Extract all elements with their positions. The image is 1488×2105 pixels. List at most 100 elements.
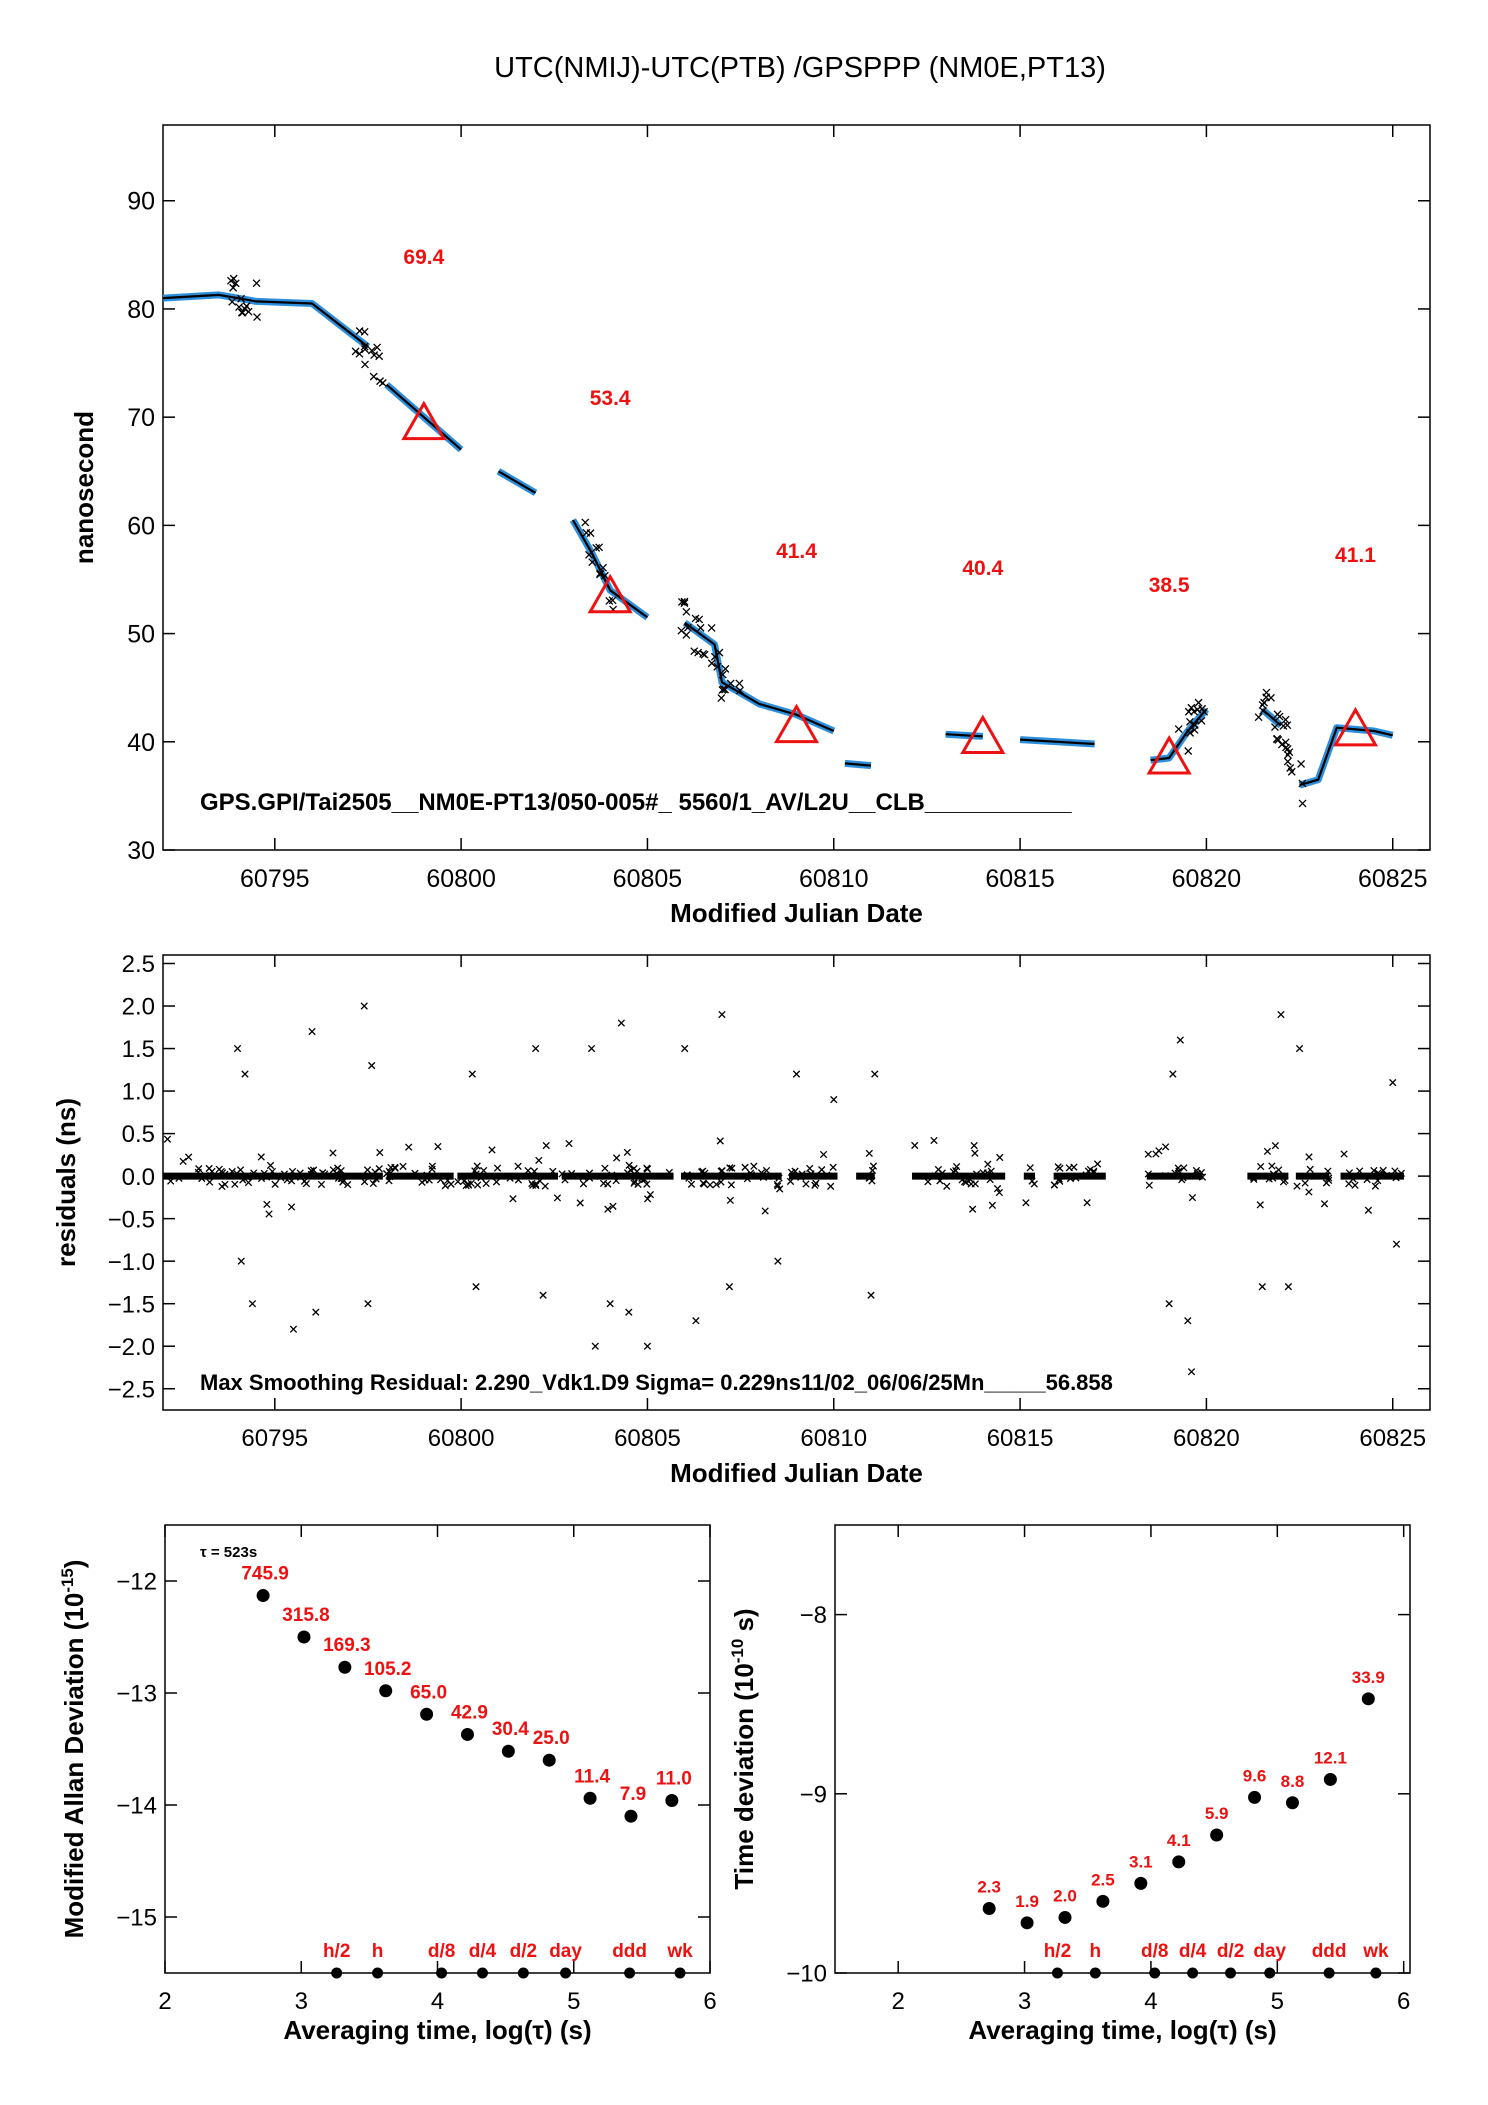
y-tick-label: −0.5 [108, 1206, 155, 1233]
point-value-label: 65.0 [410, 1682, 447, 1703]
marker-triangle [1146, 734, 1192, 775]
residual-point [596, 1172, 604, 1181]
residual-point [524, 1166, 532, 1175]
residual-outlier [774, 1257, 782, 1265]
data-point [1200, 707, 1209, 716]
time-mark-label: d/2 [510, 1941, 537, 1962]
residual-point [759, 1173, 768, 1181]
data-point [707, 623, 716, 632]
residual-point [683, 1171, 691, 1179]
scatter-points [227, 274, 1307, 808]
residual-outlier [248, 1300, 257, 1308]
residual-point [930, 1136, 938, 1145]
residual-point [993, 1184, 1002, 1193]
data-point [361, 360, 369, 369]
marker-triangle [1332, 706, 1379, 747]
x-tick-label: 60810 [799, 865, 869, 893]
residual-outlier [681, 1044, 689, 1053]
residual-outlier [587, 1044, 596, 1053]
residual-point [962, 1178, 970, 1187]
residual-point [1179, 1174, 1187, 1182]
residual-point [271, 1180, 279, 1188]
residual-point [1374, 1169, 1382, 1177]
residual-point [968, 1205, 977, 1213]
residual-point [1345, 1169, 1354, 1177]
residual-point [829, 1163, 837, 1171]
residual-point [236, 1166, 245, 1174]
residual-point [604, 1205, 612, 1213]
data-point [460, 1727, 474, 1741]
y-tick-label: −9 [800, 1781, 827, 1808]
data-point [297, 1630, 311, 1644]
residual-point [257, 1153, 265, 1161]
residual-point [1250, 1175, 1258, 1183]
residual-point [218, 1182, 226, 1191]
y-tick-label: −2.0 [108, 1334, 155, 1361]
data-point [1193, 705, 1202, 714]
residual-point [477, 1174, 485, 1182]
data-point [1185, 717, 1194, 726]
residual-point [1371, 1182, 1380, 1190]
y-tick-label: −8 [800, 1602, 827, 1629]
residual-point [770, 1172, 778, 1181]
data-point [231, 279, 240, 288]
residual-point [700, 1180, 708, 1188]
data-point [1194, 698, 1203, 707]
residual-point [1050, 1181, 1058, 1189]
residual-point [375, 1165, 383, 1173]
y-tick-label: −1.5 [108, 1291, 155, 1318]
residual-point [812, 1179, 820, 1187]
data-point [605, 596, 614, 605]
time-mark-dot [1225, 1967, 1237, 1979]
residual-point [716, 1137, 724, 1145]
residual-outlier [1258, 1283, 1266, 1291]
residual-outlier [312, 1308, 320, 1316]
data-point [1184, 747, 1193, 755]
point-value-label: 315.8 [282, 1605, 330, 1626]
point-value-label: 2.3 [977, 1877, 1001, 1896]
data-point [585, 550, 593, 559]
time-series-panel: 60795 60800 60805 60810 60815 60820 60825 30 40 5… [69, 124, 1431, 928]
residual-point [643, 1195, 652, 1203]
residual-point [382, 1170, 391, 1178]
data-point [375, 352, 384, 361]
data-point [1058, 1910, 1072, 1924]
time-mark-label: d/4 [1179, 1941, 1207, 1962]
marker-triangle [401, 400, 447, 441]
residual-point [868, 1166, 877, 1175]
residual-point [1392, 1174, 1400, 1182]
residual-outlier [792, 1070, 801, 1078]
residual-point [983, 1169, 992, 1177]
data-point [596, 570, 605, 579]
residual-point [1175, 1167, 1183, 1175]
residual-point [943, 1182, 951, 1190]
y-tick-label: 1.0 [122, 1079, 155, 1106]
residual-point [175, 1174, 183, 1182]
residual-point [1198, 1173, 1207, 1181]
residual-point [549, 1167, 557, 1176]
data-point [696, 623, 705, 632]
data-point [721, 685, 730, 694]
point-value-label: 11.0 [656, 1769, 692, 1790]
time-mark-dot [331, 1967, 343, 1979]
residual-point [1093, 1160, 1102, 1168]
residual-point [553, 1194, 562, 1202]
x-tick-label: 4 [431, 1988, 444, 2015]
x-tick-label: 2 [892, 1988, 905, 2015]
residual-point [167, 1177, 175, 1185]
residual-point [369, 1179, 377, 1188]
time-mark-dot [517, 1967, 529, 1979]
data-point [1298, 799, 1307, 808]
marker-value-label: 53.4 [590, 387, 631, 410]
residual-point [1161, 1171, 1170, 1180]
data-point [683, 623, 692, 632]
time-mark-label: d/4 [469, 1941, 497, 1962]
residual-outlier [591, 1342, 599, 1350]
residual-point [287, 1203, 296, 1211]
residual-point [506, 1174, 514, 1182]
residual-point [1144, 1150, 1152, 1158]
residual-point [924, 1178, 932, 1186]
residual-point [612, 1176, 620, 1185]
residual-point [726, 1196, 735, 1205]
residual-outlier [368, 1061, 376, 1070]
